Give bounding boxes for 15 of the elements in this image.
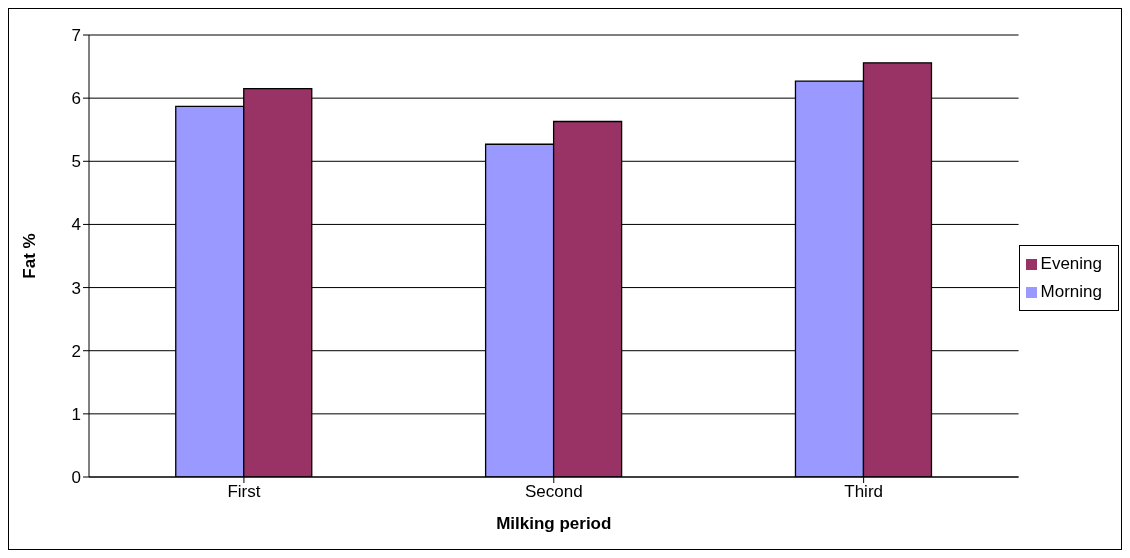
y-axis-title: Fat % [20,233,40,279]
x-axis-title: Milking period [496,514,612,533]
x-tick-label: First [227,482,261,502]
y-tick-label: 1 [71,404,81,424]
y-tick-label: 6 [71,89,81,109]
y-tick-label: 3 [71,278,81,298]
legend-label: Morning [1040,282,1102,301]
x-tick-label: Third [844,482,883,502]
y-tick-label: 7 [71,26,81,46]
legend-label: Evening [1040,254,1102,273]
y-tick-label: 5 [71,152,81,172]
y-tick-label: 4 [71,215,81,235]
y-tick-label: 0 [71,468,81,488]
x-tick-label: Second [524,482,583,502]
y-tick-label: 2 [71,341,81,361]
